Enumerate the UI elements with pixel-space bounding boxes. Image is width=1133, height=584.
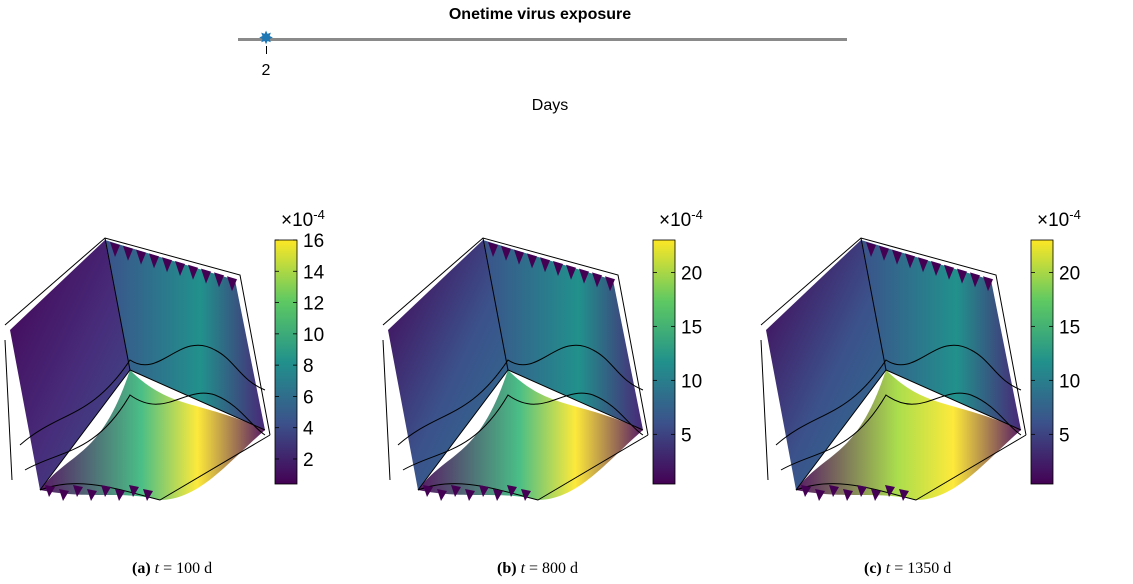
caption-b: (b) t = 800 d bbox=[497, 560, 578, 578]
caption-a: (a) t = 100 d bbox=[132, 560, 212, 578]
caption-c: (c) t = 1350 d bbox=[864, 560, 951, 578]
colorbar-exponent: ×10-4 bbox=[281, 210, 325, 231]
exposure-star-icon: ✸ bbox=[258, 28, 274, 48]
surface-plot: 16 14 12 10 8 6 4 2 ×10-4 bbox=[4, 210, 325, 501]
colorbar-tick-label: 8 bbox=[303, 356, 314, 377]
colorbar-tick-label: 10 bbox=[1059, 371, 1080, 392]
timeline-tick-label: 2 bbox=[261, 62, 271, 79]
panel-c: 20 15 10 5 ×10-4 bbox=[756, 210, 1126, 510]
caption-a-label: (a) bbox=[132, 560, 151, 577]
caption-c-rest: = 1350 d bbox=[894, 560, 952, 577]
surface-frame bbox=[760, 237, 1027, 501]
surface-right-face bbox=[861, 240, 1021, 430]
colorbar: 16 14 12 10 8 6 4 2 ×10-4 bbox=[274, 210, 325, 485]
colorbar: 20 15 10 5 ×10-4 bbox=[652, 210, 703, 485]
surface-right-face bbox=[105, 240, 265, 430]
caption-b-label: (b) bbox=[497, 560, 517, 577]
colorbar-exponent: ×10-4 bbox=[659, 210, 703, 231]
colorbar-tick-label: 15 bbox=[1059, 317, 1080, 338]
colorbar-tick-label: 15 bbox=[681, 317, 702, 338]
colorbar-tick-label: 16 bbox=[303, 231, 324, 252]
surface-left-face bbox=[766, 240, 886, 490]
surface-plot: 20 15 10 5 ×10-4 bbox=[382, 210, 703, 501]
caption-c-var: t bbox=[885, 560, 891, 577]
panel-a: 16 14 12 10 8 6 4 2 ×10-4 bbox=[0, 210, 370, 510]
timeline-axis bbox=[238, 38, 847, 41]
colorbar-tick-label: 14 bbox=[303, 262, 325, 283]
colorbar-tick-label: 10 bbox=[303, 325, 324, 346]
colorbar-tick-label: 4 bbox=[303, 419, 314, 440]
surface-floor bbox=[418, 370, 643, 500]
colorbar-tick-label: 10 bbox=[681, 371, 702, 392]
surface-plot: 20 15 10 5 ×10-4 bbox=[760, 210, 1081, 501]
caption-a-rest: = 100 d bbox=[163, 560, 213, 577]
surface-ridge-teeth bbox=[45, 242, 237, 501]
surface-frame bbox=[382, 237, 649, 501]
surface-floor bbox=[796, 370, 1021, 500]
colorbar: 20 15 10 5 ×10-4 bbox=[1030, 210, 1081, 485]
colorbar-tick-label: 20 bbox=[1059, 263, 1080, 284]
colorbar-tick-label: 2 bbox=[303, 450, 314, 471]
panel-b: 20 15 10 5 ×10-4 bbox=[378, 210, 748, 510]
surface-ridge-teeth bbox=[801, 242, 993, 501]
colorbar-exponent: ×10-4 bbox=[1037, 210, 1081, 231]
caption-c-label: (c) bbox=[864, 560, 882, 577]
colorbar-tick-label: 5 bbox=[681, 425, 692, 446]
surface-ridge-teeth bbox=[423, 242, 615, 501]
caption-a-var: t bbox=[154, 560, 160, 577]
colorbar-tick-label: 20 bbox=[681, 263, 702, 284]
surface-floor bbox=[40, 370, 265, 500]
exposure-timeline: Onetime virus exposure ✸ 2 Days bbox=[0, 0, 1133, 130]
caption-b-rest: = 800 d bbox=[529, 560, 579, 577]
timeline-tick bbox=[266, 46, 267, 54]
caption-b-var: t bbox=[520, 560, 526, 577]
surface-left-face bbox=[388, 240, 508, 490]
colorbar-tick-label: 12 bbox=[303, 294, 324, 315]
timeline-title: Onetime virus exposure bbox=[448, 6, 632, 23]
colorbar-tick-label: 5 bbox=[1059, 425, 1070, 446]
surface-left-face bbox=[10, 240, 130, 490]
surface-right-face bbox=[483, 240, 643, 430]
colorbar-tick-label: 6 bbox=[303, 387, 314, 408]
timeline-xlabel: Days bbox=[531, 97, 569, 114]
